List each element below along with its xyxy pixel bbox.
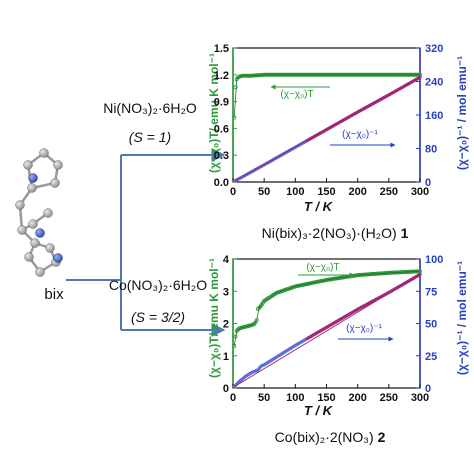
chart-1-chiinv-fit-line [234,76,421,182]
chart-1-xtick-label: 0 [230,186,236,198]
carbon-atom [43,208,53,218]
carbon-atom [53,160,63,170]
chart-1-ytick-label: 0.6 [214,123,229,135]
chart-2-xtick-label: 50 [258,392,270,404]
chart-2-y2tick-label: 75 [425,286,437,298]
chart-1-ytick-label: 1.2 [214,70,229,82]
chart-1-xtick-label: 250 [380,186,398,198]
chart-2-y2tick-label: 25 [425,351,437,363]
chart-2-xlabel: T / K [304,403,334,418]
chart-1-ytick-label: 0.0 [214,177,229,189]
nitrogen-atom [53,253,63,263]
chart-2-annotation-chiT: (χ−χ₀)T [306,262,339,273]
chart-1-ni: (χ−χ₀)T/ emu K mol⁻¹ (χ−χ₀)⁻¹ / mol emu⁻… [207,43,469,214]
chart-2-y2tick-label: 100 [425,254,443,266]
chart-1-xlabel: T / K [304,199,334,214]
chart-1-xtick-label: 100 [286,186,304,198]
chart-1-annotation-chiinv: (χ−χ₀)⁻¹ [342,129,378,140]
reagent-2-spin: (S = 3/2) [131,309,185,325]
reagent-2-label: Co(NO₃)₂·6H₂O [109,277,207,293]
carbon-atom [23,160,33,170]
chart-2-chiT-fit-line [233,270,419,347]
chart-2-ytick-label: 0 [223,383,229,395]
reagent-1-label: Ni(NO₃)₂·6H₂O [103,100,197,116]
chart-1-y2tick-label: 0 [425,177,431,189]
chart-1-xtick-label: 150 [317,186,335,198]
carbon-atom [45,243,55,253]
chart-2-chiinv-fit-line [233,274,421,388]
chart-2-y2label: (χ−χ₀)⁻¹ / mol emu⁻¹ [455,261,469,375]
carbon-atom [15,200,25,210]
product-2-formula: Co(bix)₂·2(NO₃) 2 [275,429,386,445]
product-1-formula: Ni(bix)₃·2(NO₃)·(H₂O) 1 [262,225,409,241]
carbon-atom [17,225,27,235]
chart-2-ylabel: (χ−χ₀)T/ emu K mol⁻¹ [207,258,221,378]
carbon-atom [30,238,40,248]
chart-2-xtick-label: 100 [286,392,304,404]
chart-1-chiT-fit-line [233,74,419,118]
chart-1-annotation-chiT: (χ−χ₀)T [280,89,313,100]
chart-1-xtick-label: 300 [411,186,429,198]
molecule-atoms [15,148,63,277]
bix-molecule-structure [15,148,63,277]
chart-1-ytick-label: 1.5 [214,43,229,55]
chart-2-xtick-label: 250 [380,392,398,404]
chart-1-y2tick-label: 240 [425,77,443,89]
chart-1-y2tick-label: 160 [425,110,443,122]
chart-2-co: (χ−χ₀)T/ emu K mol⁻¹ (χ−χ₀)⁻¹ / mol emu⁻… [207,254,469,418]
chart-2-y2tick-label: 50 [425,319,437,331]
chart-1-y2tick-label: 80 [425,144,437,156]
carbon-atom [35,267,45,277]
chart-1-ylabel: (χ−χ₀)T/ emu K mol⁻¹ [207,53,221,173]
nitrogen-atom [28,173,38,183]
chart-2-annotation-chiinv: (χ−χ₀)⁻¹ [346,323,382,334]
chart-2-xtick-label: 150 [317,392,335,404]
chart-1-xtick-label: 50 [258,186,270,198]
reaction-arrows [66,148,226,337]
chart-2-ytick-label: 2 [223,319,229,331]
carbon-atom [28,219,38,229]
chart-2-ytick-label: 4 [223,254,230,266]
chart-1-y2tick-label: 320 [425,43,443,55]
chart-1-y2label: (χ−χ₀)⁻¹ / mol emu⁻¹ [455,56,469,170]
carbon-atom [50,178,60,188]
chart-2-xtick-label: 200 [348,392,366,404]
chart-1-chiT-point [233,85,238,90]
chart-1-xtick-label: 200 [348,186,366,198]
carbon-atom [27,183,37,193]
chart-1-plot-frame [232,47,421,183]
chart-2-xtick-label: 300 [411,392,429,404]
chart-2-ytick-label: 3 [223,286,229,298]
chart-2-ytick-label: 1 [223,351,229,363]
chart-1-ytick-label: 0.9 [214,97,229,109]
chart-2-xtick-label: 0 [230,392,236,404]
nitrogen-atom [35,228,45,238]
molecule-label: bix [44,286,64,303]
chart-1-ytick-label: 0.3 [214,150,229,162]
carbon-atom [24,252,34,262]
reagent-1-spin: (S = 1) [129,129,171,145]
carbon-atom [39,148,49,158]
chart-2-y2tick-label: 0 [425,383,431,395]
